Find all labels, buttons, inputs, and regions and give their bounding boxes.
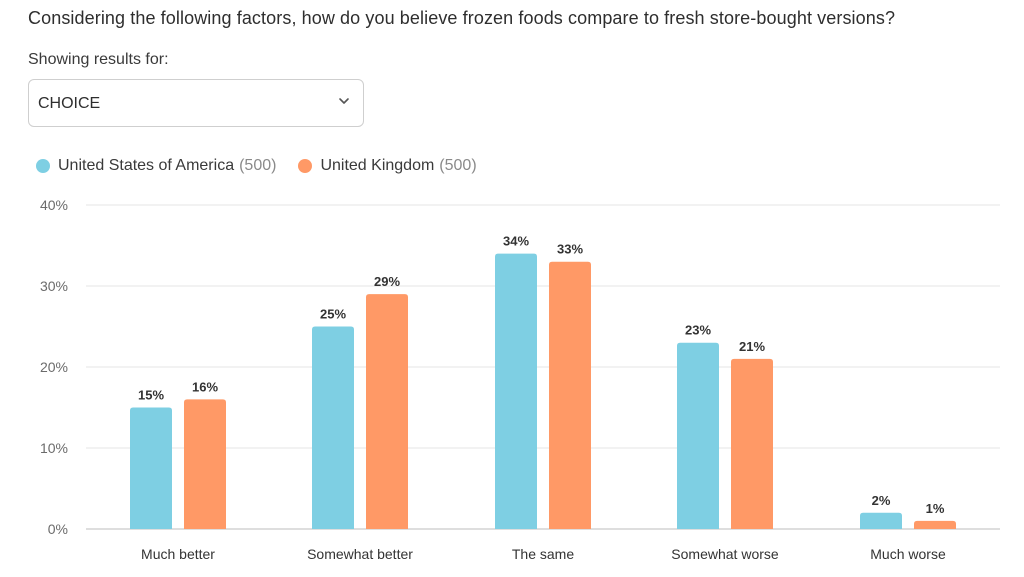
dropdown-selected-value: CHOICE — [38, 95, 101, 112]
x-tick-label: The same — [512, 546, 574, 562]
bar-uk — [731, 358, 773, 529]
bar-usa — [677, 342, 719, 529]
data-label: 1% — [926, 501, 945, 516]
x-tick-label: Much worse — [870, 546, 946, 562]
filter-label: Showing results for: — [28, 51, 169, 68]
bar-usa — [495, 253, 537, 529]
y-tick-label: 20% — [40, 359, 68, 375]
bar-usa — [860, 512, 902, 529]
data-label: 2% — [872, 493, 891, 508]
data-label: 15% — [138, 388, 164, 403]
bar-chart: 0% 10% 20% 30% 40% 15% 16% Much better 25% 29% Som… — [40, 197, 1000, 562]
bar-usa — [312, 326, 354, 529]
data-label: 21% — [739, 339, 765, 354]
legend-label-uk: United Kingdom — [320, 157, 435, 174]
data-label: 33% — [557, 242, 583, 257]
data-label: 16% — [192, 379, 218, 394]
x-tick-label: Much better — [141, 546, 215, 562]
x-tick-label: Somewhat worse — [671, 546, 779, 562]
y-tick-label: 40% — [40, 197, 68, 213]
y-tick-label: 0% — [48, 521, 68, 537]
data-label: 34% — [503, 234, 529, 249]
results-filter-dropdown[interactable]: CHOICE — [28, 79, 364, 127]
legend-dot-usa — [36, 159, 50, 173]
data-label: 25% — [320, 307, 346, 322]
legend-count-usa: (500) — [239, 157, 277, 174]
data-label: 23% — [685, 323, 711, 338]
data-label: 29% — [374, 274, 400, 289]
legend-item-uk[interactable]: United Kingdom (500) — [298, 157, 477, 175]
question-title: Considering the following factors, how d… — [28, 8, 896, 28]
bar-uk — [914, 520, 956, 529]
legend-dot-uk — [298, 159, 313, 173]
chevron-down-icon — [339, 98, 349, 104]
bar-uk — [366, 294, 408, 529]
legend-count-uk: (500) — [439, 157, 477, 174]
y-tick-label: 10% — [40, 440, 68, 456]
legend-label-usa: United States of America — [58, 157, 235, 174]
legend-item-usa[interactable]: United States of America (500) — [36, 157, 276, 175]
y-tick-label: 30% — [40, 278, 68, 294]
bar-uk — [549, 261, 591, 529]
bar-uk — [184, 399, 226, 529]
x-tick-label: Somewhat better — [307, 546, 413, 562]
bar-usa — [130, 407, 172, 529]
chart-legend: United States of America (500) United Ki… — [36, 156, 499, 176]
